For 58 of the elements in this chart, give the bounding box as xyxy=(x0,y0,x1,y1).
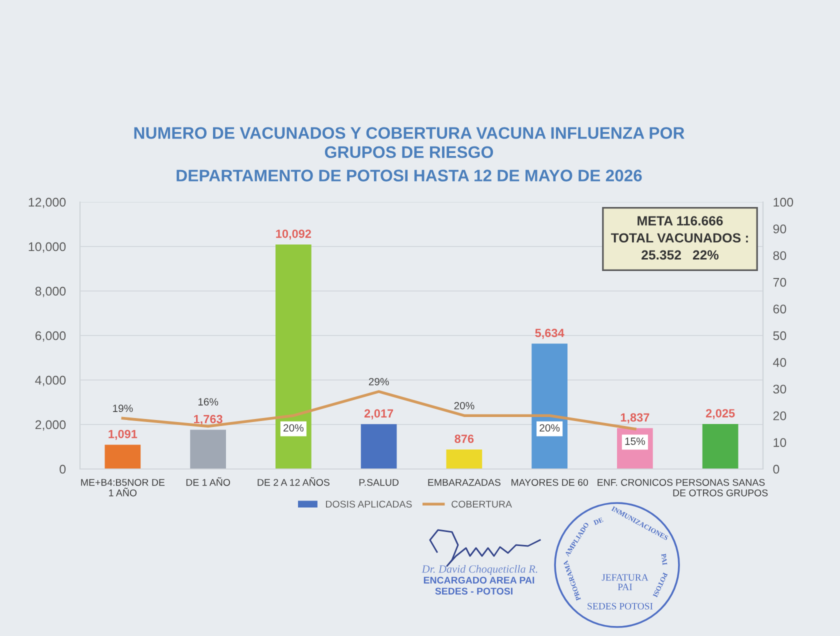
text: Dr. David Choqueticlla R. xyxy=(422,564,538,576)
y-tick-label: 12,000 xyxy=(28,198,66,208)
data-label: 2,017 xyxy=(364,409,394,420)
y-tick-label: 2,000 xyxy=(35,420,66,431)
y-tick-label: 6,000 xyxy=(35,331,66,342)
text: SEDES - POTOSI xyxy=(435,588,512,595)
y2-tick-label: 30 xyxy=(773,384,786,394)
y2-tick-label: 60 xyxy=(773,304,786,314)
x-tick-label: DE 2 A 12 AÑOS xyxy=(258,477,330,486)
legend-label: DOSIS APLICADAS xyxy=(326,500,412,508)
data-label: 10,092 xyxy=(276,230,312,240)
data-label: 20% xyxy=(454,402,474,410)
data-label: 20% xyxy=(284,424,304,432)
text: SEDES POTOSI xyxy=(588,602,653,610)
annotation: META 116.666 TOTAL VACUNADOS : 25.352 22% xyxy=(610,216,748,260)
y2-tick-label: 70 xyxy=(773,278,786,287)
y2-tick-label: 20 xyxy=(773,411,786,420)
bar xyxy=(702,424,738,469)
x-tick-label: DE 1 AÑO xyxy=(186,477,230,486)
text: JEFATURA PAI xyxy=(602,574,648,590)
data-label: 5,634 xyxy=(535,328,564,339)
y2-tick-label: 100 xyxy=(774,198,794,207)
data-label: 16% xyxy=(198,398,218,406)
bar xyxy=(360,424,397,469)
x-tick-label: MAYORES DE 60 xyxy=(512,478,588,486)
chart-subtitle: DEPARTAMENTO DE POTOSI HASTA 12 DE MAYO DE 2026 xyxy=(176,170,642,182)
data-label: 19% xyxy=(113,404,133,412)
y2-tick-label: 40 xyxy=(773,358,786,367)
data-label: 1,837 xyxy=(620,413,650,424)
y2-tick-label: 80 xyxy=(773,251,786,260)
data-label: 1,763 xyxy=(194,414,222,425)
data-label: 876 xyxy=(454,434,474,444)
data-label: 20% xyxy=(540,424,560,432)
y-tick-label: 4,000 xyxy=(35,376,66,386)
legend-label: COBERTURA xyxy=(452,500,512,508)
bar xyxy=(190,430,226,469)
y2-tick-label: 90 xyxy=(773,224,786,234)
data-label: 15% xyxy=(625,438,645,445)
chart-title: NUMERO DE VACUNADOS Y COBERTURA VACUNA INFLUENZA POR GRUPOS DE RIESGO xyxy=(134,127,684,158)
data-label: 29% xyxy=(368,378,389,386)
bar xyxy=(276,244,312,469)
data-label: 2,025 xyxy=(706,409,735,420)
y-tick-label: 8,000 xyxy=(35,286,66,298)
y-tick-label: 10,000 xyxy=(28,242,66,253)
y2-tick-label: 0 xyxy=(773,464,780,474)
y2-tick-label: 10 xyxy=(774,438,786,447)
x-tick-label: ENF. CRONICOS xyxy=(598,478,673,486)
bar xyxy=(532,344,568,469)
x-tick-label: EMBARAZADAS xyxy=(428,478,500,486)
x-tick-label: P.SALUD xyxy=(359,478,399,486)
y-tick-label: 0 xyxy=(60,464,66,474)
bar xyxy=(104,444,141,469)
bar xyxy=(446,450,482,469)
y2-tick-label: 50 xyxy=(773,331,786,340)
x-tick-label: PERSONAS SANAS DE OTROS GRUPOS xyxy=(673,478,768,496)
data-label: 1,091 xyxy=(108,430,138,440)
text: ENCARGADO AREA PAI xyxy=(424,576,534,584)
x-tick-label: ME+B4:B5NOR DE 1 AÑO xyxy=(81,478,165,496)
